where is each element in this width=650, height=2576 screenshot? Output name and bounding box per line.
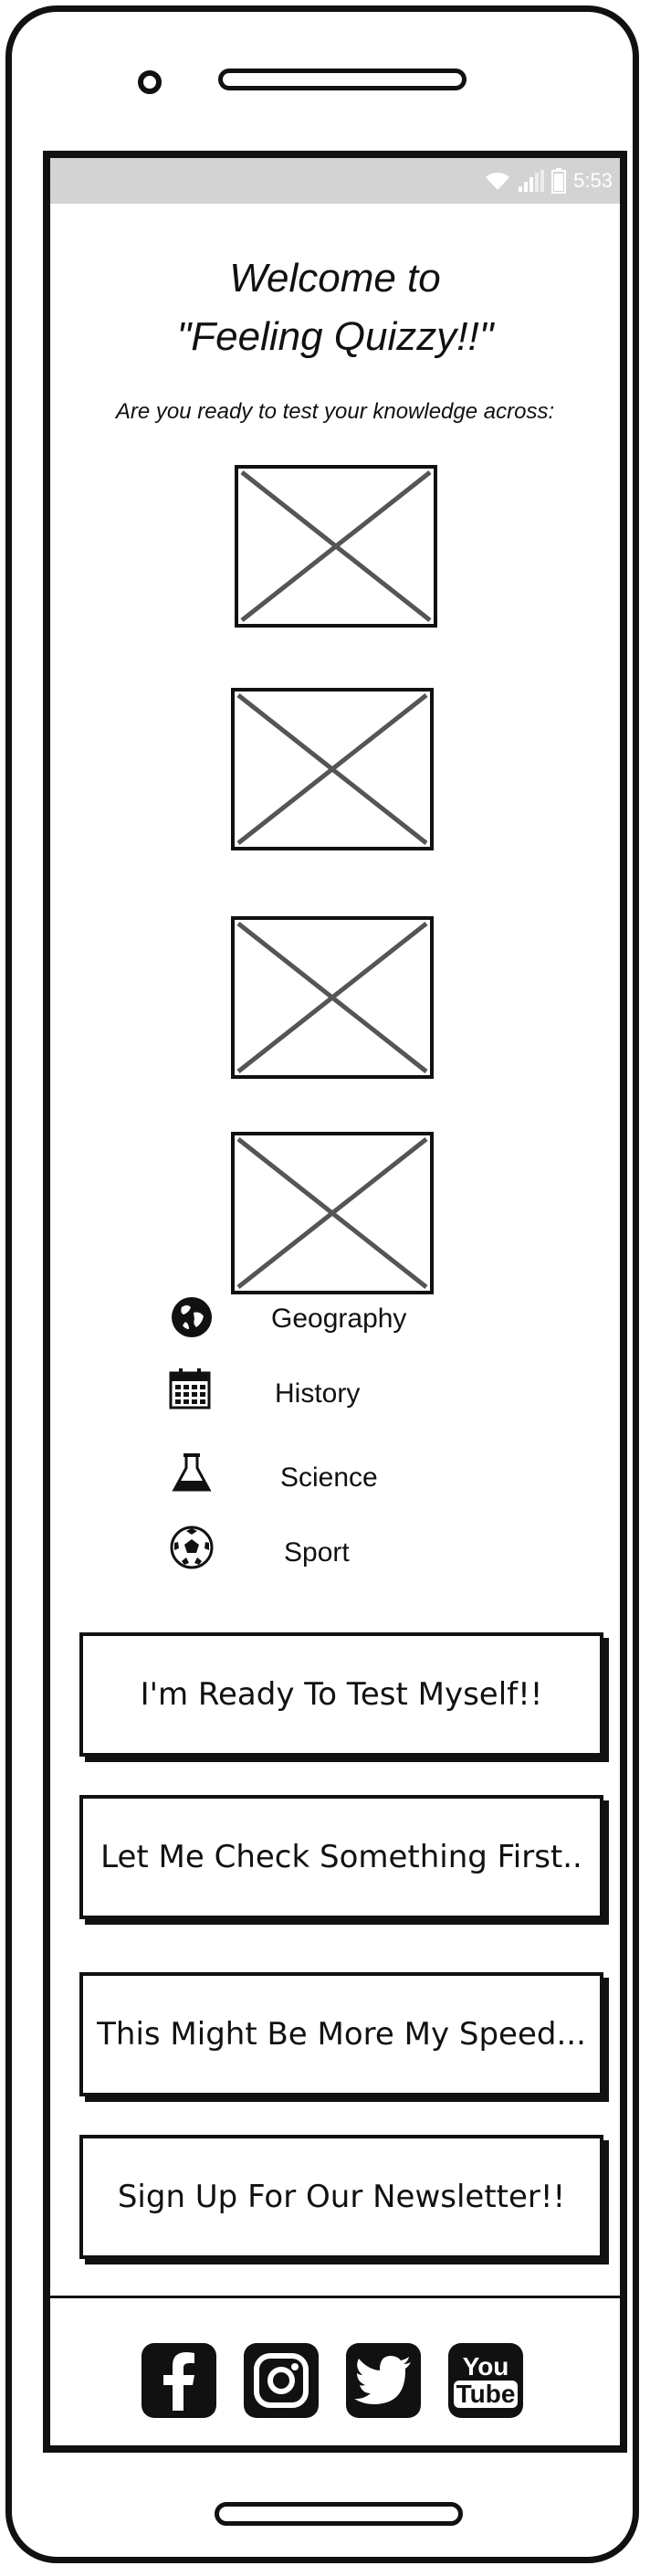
home-bar [215, 2502, 463, 2526]
category-label-sport: Sport [284, 1537, 350, 1568]
facebook-icon [163, 2352, 194, 2411]
wifi-icon [486, 172, 510, 190]
youtube-icon: You Tube [453, 2353, 519, 2408]
camera-icon [138, 70, 162, 94]
page-title: Welcome to "Feeling Quizzy!!" [50, 249, 620, 366]
facebook-link[interactable] [142, 2343, 216, 2418]
screen: 5:53 Welcome to "Feeling Quizzy!!" Are y… [43, 151, 627, 2453]
twitter-icon [354, 2356, 411, 2404]
status-bar: 5:53 [50, 158, 620, 204]
instagram-link[interactable] [244, 2343, 319, 2418]
title-line-1: Welcome to [229, 256, 441, 301]
check-something-button[interactable]: Let Me Check Something First.. [79, 1795, 603, 1919]
phone-frame: 5:53 Welcome to "Feeling Quizzy!!" Are y… [5, 5, 639, 2563]
battery-icon [551, 168, 567, 194]
image-placeholder-3 [231, 916, 434, 1079]
signal-icon [519, 170, 545, 192]
status-time: 5:53 [573, 169, 613, 192]
status-icons: 5:53 [484, 158, 613, 204]
twitter-link[interactable] [346, 2343, 421, 2418]
youtube-link[interactable]: You Tube [448, 2343, 523, 2418]
category-label-geography: Geography [271, 1304, 407, 1334]
intro-text: Are you ready to test your knowledge acr… [115, 399, 555, 424]
footer-divider [50, 2296, 620, 2298]
category-label-history: History [275, 1378, 361, 1409]
image-placeholder-1 [235, 465, 437, 628]
flask-icon [172, 1453, 212, 1492]
image-placeholder-2 [231, 688, 434, 850]
globe-icon [172, 1297, 212, 1337]
title-line-2: "Feeling Quizzy!!" [176, 314, 494, 359]
image-placeholder-4 [231, 1132, 434, 1294]
soccer-ball-icon [170, 1526, 214, 1569]
ready-to-test-button[interactable]: I'm Ready To Test Myself!! [79, 1632, 603, 1757]
category-label-science: Science [280, 1462, 378, 1493]
speaker-grille [218, 69, 467, 90]
calendar-icon [169, 1368, 211, 1409]
instagram-icon [254, 2353, 309, 2408]
newsletter-signup-button[interactable]: Sign Up For Our Newsletter!! [79, 2135, 603, 2259]
more-my-speed-button[interactable]: This Might Be More My Speed... [79, 1972, 603, 2096]
